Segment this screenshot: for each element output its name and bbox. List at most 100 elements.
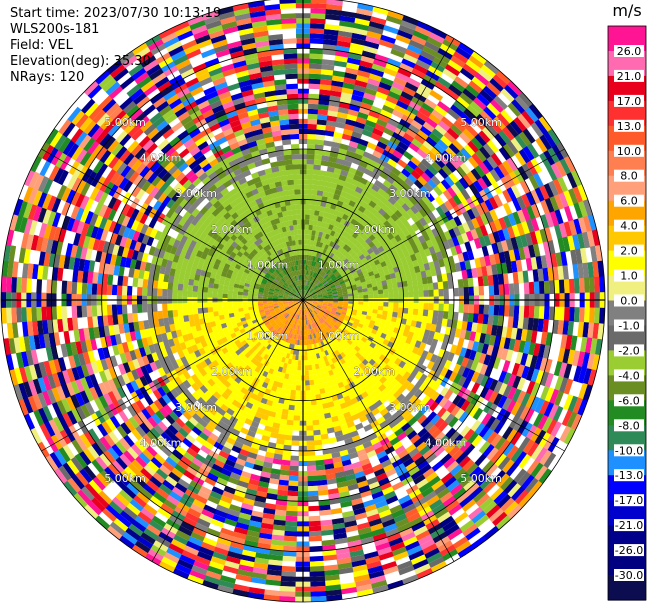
range-gate	[573, 218, 583, 235]
range-gate	[320, 201, 327, 208]
range-gate	[481, 266, 488, 277]
range-gate	[312, 302, 318, 306]
range-gate	[322, 328, 328, 334]
range-gate	[327, 303, 333, 306]
range-gate	[368, 234, 376, 242]
range-gate	[305, 334, 309, 341]
range-gate	[394, 381, 403, 391]
range-gate	[361, 462, 373, 471]
range-gate	[304, 360, 309, 366]
range-gate	[488, 304, 495, 316]
range-gate	[446, 319, 453, 328]
range-gate	[320, 524, 334, 531]
range-gate	[318, 242, 324, 248]
range-gate	[351, 157, 362, 166]
range-gate	[347, 188, 356, 196]
range-gate	[410, 214, 420, 224]
range-gate	[308, 224, 313, 231]
range-gate	[510, 137, 524, 153]
range-gate	[318, 499, 330, 506]
range-gate	[355, 186, 364, 194]
range-gate	[321, 265, 326, 271]
range-gate	[446, 402, 457, 414]
range-gate	[530, 330, 538, 344]
range-gate	[232, 305, 239, 310]
range-gate	[391, 109, 405, 119]
range-gate	[324, 386, 331, 393]
range-gate	[339, 315, 345, 320]
range-gate	[445, 88, 460, 101]
range-gate	[336, 116, 347, 124]
range-gate	[312, 301, 318, 304]
range-gate	[461, 321, 468, 331]
range-gate	[304, 279, 306, 285]
range-gate	[454, 76, 469, 89]
range-gate	[567, 395, 579, 413]
range-gate	[305, 209, 311, 215]
range-gate	[528, 281, 535, 295]
range-gate	[421, 395, 431, 405]
range-gate	[541, 417, 553, 433]
range-gate	[336, 40, 352, 48]
range-gate	[336, 308, 343, 312]
range-gate	[456, 397, 467, 409]
range-gate	[311, 283, 316, 288]
range-gate	[570, 413, 582, 431]
range-gate	[362, 342, 370, 350]
range-gate	[416, 441, 428, 452]
range-gate	[314, 279, 319, 285]
range-gate	[423, 182, 434, 193]
range-gate	[450, 405, 461, 417]
range-gate	[469, 101, 484, 115]
range-gate	[305, 304, 310, 309]
range-gate	[422, 449, 434, 460]
range-gate	[326, 478, 337, 485]
range-gate	[371, 184, 381, 193]
range-gate	[307, 301, 313, 304]
range-gate	[507, 386, 517, 401]
range-gate	[405, 443, 417, 454]
range-gate	[337, 292, 343, 296]
range-gate	[518, 436, 531, 452]
range-gate	[325, 262, 331, 269]
range-gate	[530, 217, 540, 232]
range-gate	[283, 439, 292, 446]
range-gate	[310, 289, 315, 294]
range-gate	[352, 292, 359, 297]
range-gate	[330, 203, 337, 210]
range-gate	[507, 504, 523, 520]
range-gate	[386, 579, 404, 590]
range-gate	[325, 310, 331, 315]
range-gate	[515, 235, 524, 249]
range-gate	[407, 465, 420, 477]
range-gate	[311, 260, 315, 267]
range-gate	[497, 395, 508, 409]
range-gate	[318, 297, 324, 299]
range-gate	[369, 486, 382, 495]
range-gate	[321, 289, 327, 293]
range-gate	[496, 241, 504, 254]
range-gate	[557, 265, 564, 281]
range-gate	[466, 104, 481, 118]
range-gate	[500, 240, 509, 253]
range-gate	[309, 379, 315, 386]
range-gate	[350, 99, 362, 108]
range-gate	[279, 591, 296, 597]
range-gate	[350, 397, 359, 405]
range-gate	[318, 331, 323, 337]
range-gate	[334, 404, 342, 412]
range-gate	[345, 260, 351, 267]
range-gate	[484, 333, 492, 345]
range-gate	[518, 305, 525, 318]
range-gate	[466, 321, 473, 332]
range-gate	[326, 257, 332, 263]
range-gate	[512, 198, 522, 212]
range-gate	[345, 353, 352, 360]
range-gate	[440, 341, 448, 351]
range-gate	[344, 416, 354, 424]
range-gate	[283, 535, 297, 542]
range-gate	[552, 319, 559, 334]
range-gate	[308, 287, 313, 292]
range-gate	[338, 397, 346, 405]
range-gate	[316, 220, 322, 227]
